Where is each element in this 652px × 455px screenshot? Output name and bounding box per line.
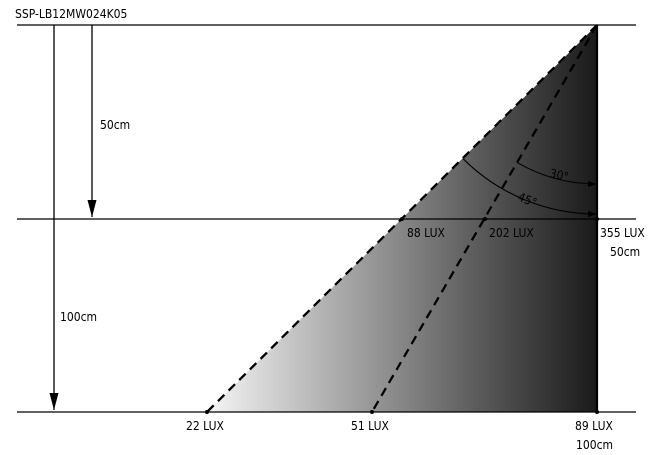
center-distance-50cm: 50cm: [610, 245, 640, 259]
marker-30deg-100cm: [370, 410, 374, 414]
distance-label-100cm: 100cm: [60, 310, 97, 324]
lux-center-100cm: 89 LUX: [575, 419, 613, 433]
marker-45deg-50cm: [400, 217, 404, 221]
dimension-arrow-100cm: [49, 25, 59, 410]
angle-label-45: 45°: [516, 190, 539, 210]
lux-45deg-100cm: 22 LUX: [186, 419, 224, 433]
dimension-arrow-50cm: [87, 25, 97, 217]
lux-45deg-50cm: 88 LUX: [407, 226, 445, 240]
center-distance-100cm: 100cm: [576, 438, 613, 452]
angle-arc-45deg: [462, 158, 598, 217]
marker-30deg-50cm: [483, 217, 487, 221]
marker-center-50cm: [595, 217, 599, 221]
marker-45deg-100cm: [205, 410, 209, 414]
lux-center-50cm: 355 LUX: [600, 226, 645, 240]
lux-30deg-50cm: 202 LUX: [489, 226, 534, 240]
model-label: SSP-LB12MW024K05: [15, 7, 127, 21]
lux-30deg-100cm: 51 LUX: [351, 419, 389, 433]
angle-arc-30deg: [517, 162, 598, 187]
distance-label-50cm: 50cm: [100, 118, 130, 132]
angle-label-30: 30°: [548, 166, 570, 184]
marker-center-100cm: [595, 410, 599, 414]
